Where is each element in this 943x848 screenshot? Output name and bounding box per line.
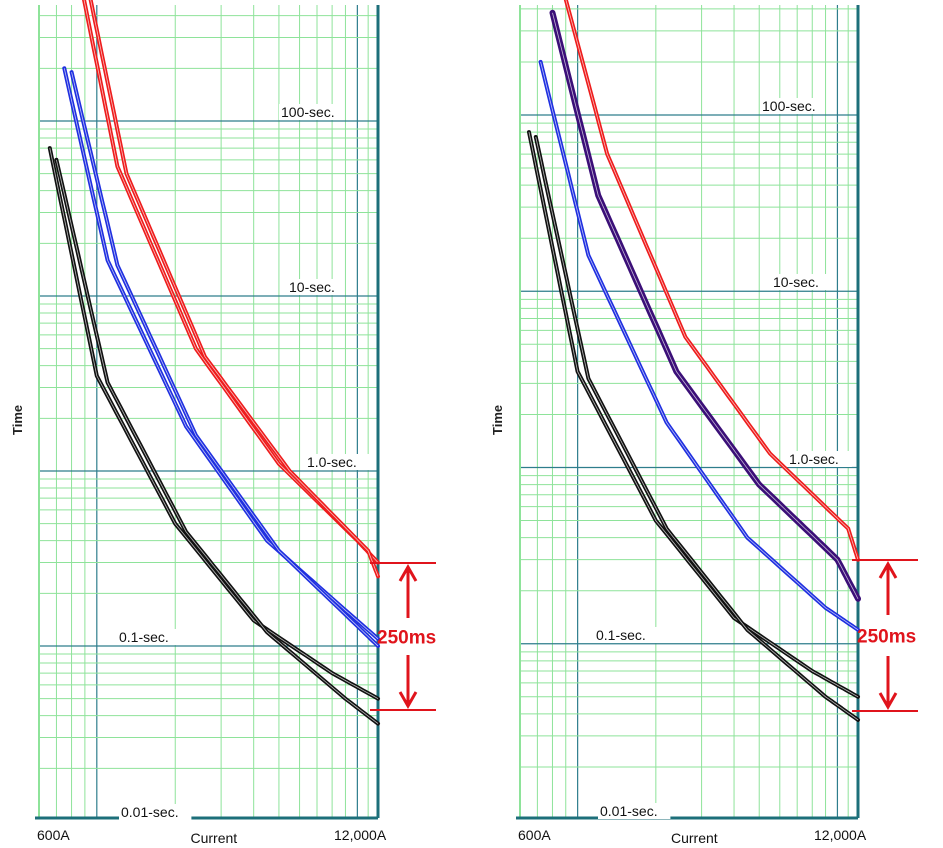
y-axis-label: Time <box>490 405 505 435</box>
annotation-arrow-up-head <box>878 560 898 579</box>
level-label: 0.01-sec. <box>600 803 658 819</box>
level-label: 0.1-sec. <box>119 629 169 645</box>
x-axis-label: Current <box>191 830 238 846</box>
annotation-arrow-up-head <box>398 563 418 582</box>
level-label-background <box>287 279 345 295</box>
level-label: 1.0-sec. <box>307 454 357 470</box>
vertical-gridlines <box>519 5 859 818</box>
annotation-arrow-down-head <box>398 691 418 710</box>
annotation-arrow-down-head <box>878 692 898 711</box>
series-red-highlight <box>565 0 859 560</box>
series-black-curve <box>533 135 860 722</box>
series-black-highlight <box>528 132 859 698</box>
level-label: 0.01-sec. <box>121 804 179 820</box>
series-black-highlight <box>535 136 859 721</box>
series-group <box>527 0 861 722</box>
horizontal-gridlines <box>39 15 378 769</box>
annotation-label: 250ms <box>857 627 916 648</box>
x-tick-label-max: 12,000A <box>814 827 867 843</box>
level-label: 10-sec. <box>773 274 819 290</box>
level-label: 10-sec. <box>289 279 335 295</box>
series-blue-highlight <box>71 72 379 647</box>
x-tick-label-min: 600A <box>37 827 70 843</box>
right-chart: 100-sec. 10-sec. 1.0-sec. 0.1-sec. 0.01-sec.… <box>490 0 918 846</box>
level-label-background <box>598 803 671 819</box>
level-label-background <box>594 627 659 643</box>
level-label-background <box>771 274 829 290</box>
level-label-background <box>305 454 370 470</box>
vertical-gridlines <box>38 5 379 818</box>
annotation-250ms: 250ms <box>370 562 436 711</box>
annotation-label: 250ms <box>377 628 436 649</box>
series-group <box>47 0 380 726</box>
series-red-highlight <box>90 0 379 577</box>
level-label-background <box>787 451 852 467</box>
series-purple-highlight <box>552 12 859 599</box>
level-label: 100-sec. <box>762 98 816 114</box>
series-blue-highlight <box>540 61 859 631</box>
left-chart: 100-sec. 10-sec. 1.0-sec. 0.1-sec. 0.01-sec.… <box>10 0 436 846</box>
series-black-highlight <box>49 148 379 700</box>
level-label-background <box>117 629 182 645</box>
level-label: 1.0-sec. <box>789 451 839 467</box>
x-tick-label-max: 12,000A <box>334 827 387 843</box>
level-label-background <box>119 804 192 820</box>
series-blue-highlight <box>63 68 379 640</box>
level-label: 100-sec. <box>281 104 335 120</box>
x-tick-label-min: 600A <box>518 827 551 843</box>
level-label: 0.1-sec. <box>596 627 646 643</box>
x-axis-label: Current <box>671 830 718 846</box>
y-axis-label: Time <box>10 405 25 435</box>
level-label-background <box>760 98 825 114</box>
annotation-250ms: 250ms <box>852 559 918 712</box>
series-black-highlight <box>56 159 379 724</box>
level-label-background <box>279 104 344 120</box>
